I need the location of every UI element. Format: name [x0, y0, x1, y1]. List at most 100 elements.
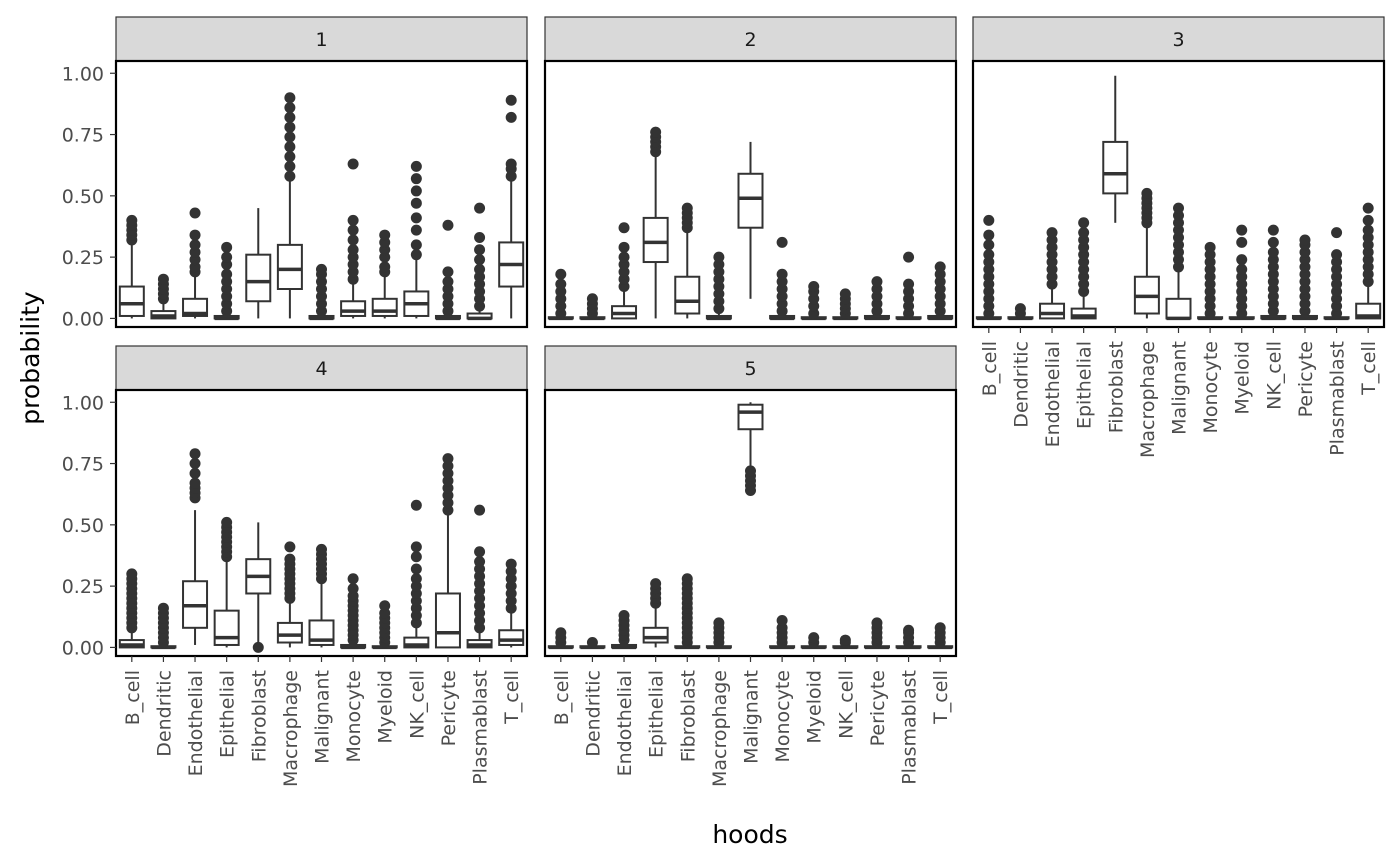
- outlier-point: [252, 641, 264, 653]
- outlier-point: [903, 624, 915, 636]
- box-Plasmablast: [466, 202, 493, 321]
- box-B_cell: [118, 214, 145, 319]
- outlier-point: [745, 465, 756, 477]
- outlier-point: [681, 573, 693, 585]
- box-Myeloid: [371, 600, 398, 650]
- outlier-point: [284, 553, 296, 565]
- outlier-point: [1236, 224, 1248, 236]
- outlier-point: [555, 268, 567, 280]
- facet-strip-label: 1: [315, 29, 327, 51]
- x-tick-label: Myeloid: [1232, 341, 1254, 415]
- outlier-point: [410, 160, 422, 172]
- box-iqr: [1165, 297, 1192, 320]
- outlier-point: [983, 214, 995, 226]
- outlier-point: [410, 197, 422, 209]
- facet-panel-1: 1 0.00 0.25 0.50 0.75 1.00: [62, 16, 529, 330]
- box-T_cell: [927, 261, 954, 321]
- box-Plasmablast: [895, 624, 922, 650]
- outlier-point: [410, 173, 422, 185]
- outlier-point: [410, 541, 422, 553]
- x-tick-label: Plasmablast: [899, 670, 921, 785]
- outlier-point: [983, 239, 995, 251]
- outlier-point: [442, 453, 454, 465]
- box-Monocyte: [340, 573, 367, 650]
- outlier-point: [1236, 236, 1248, 248]
- box-Monocyte: [1197, 241, 1224, 321]
- outlier-point: [934, 622, 946, 634]
- outlier-point: [903, 278, 915, 290]
- x-tick-label: Plasmablast: [1327, 341, 1349, 456]
- x-tick-label: Dendritic: [582, 670, 604, 757]
- x-tick-label: B_cell: [551, 670, 573, 725]
- box-T_cell: [498, 94, 525, 319]
- box-Pericyte: [434, 453, 461, 649]
- outlier-point: [474, 232, 486, 244]
- outlier-point: [410, 563, 422, 575]
- outlier-point: [379, 600, 391, 612]
- box-Plasmablast: [895, 251, 922, 321]
- box-Myeloid: [800, 281, 827, 321]
- y-tick-label: 0.00: [62, 637, 104, 659]
- outlier-point: [474, 504, 486, 516]
- facet-strip-label: 2: [744, 29, 756, 51]
- outlier-point: [1362, 224, 1374, 236]
- box-iqr: [737, 172, 764, 229]
- outlier-point: [284, 541, 296, 553]
- box-Pericyte: [863, 276, 890, 321]
- x-tick-label: Macrophage: [280, 670, 302, 787]
- outlier-point: [586, 637, 598, 649]
- outlier-point: [1236, 254, 1248, 266]
- box-iqr: [434, 592, 461, 649]
- outlier-point: [442, 276, 454, 288]
- facet-strip: [544, 345, 957, 391]
- outlier-point: [410, 212, 422, 224]
- outlier-point: [474, 556, 486, 568]
- x-tick-label: Epithelial: [1074, 341, 1096, 429]
- outlier-point: [347, 234, 359, 246]
- box-iqr: [245, 253, 272, 303]
- outlier-point: [586, 293, 598, 305]
- y-tick-label: 0.25: [62, 576, 104, 598]
- box-Myeloid: [1228, 224, 1255, 321]
- box-Macrophage: [276, 541, 303, 648]
- box-Endothelial: [1039, 227, 1066, 320]
- facet-strip-label: 5: [744, 358, 756, 380]
- outlier-point: [347, 244, 359, 256]
- facet-panel-3: 3 B_cell Dendritic Endothelial Epithelial Fib…: [971, 16, 1386, 458]
- box-iqr: [642, 626, 669, 644]
- outlier-point: [1267, 236, 1279, 248]
- facet-panel-4: 4 0.00 0.25 0.50 0.75 1.00 B_cell Dendritic Endo…: [62, 345, 529, 787]
- box-iqr: [498, 629, 525, 646]
- y-tick-label: 0.75: [62, 454, 104, 476]
- box-Malignant: [737, 402, 764, 497]
- y-tick-label: 1.00: [62, 63, 104, 85]
- box-Plasmablast: [466, 504, 493, 649]
- box-iqr: [276, 243, 303, 291]
- outlier-point: [871, 617, 883, 629]
- outlier-point: [1141, 187, 1153, 199]
- box-Myeloid: [800, 632, 827, 650]
- outlier-point: [505, 94, 517, 106]
- x-tick-label: Monocyte: [772, 670, 794, 763]
- outlier-point: [808, 281, 820, 293]
- outlier-point: [221, 268, 233, 280]
- outlier-point: [284, 160, 296, 172]
- box-Dendritic: [579, 293, 606, 321]
- box-T_cell: [927, 622, 954, 650]
- box-Macrophage: [705, 617, 732, 650]
- x-tick-label: B_cell: [979, 341, 1001, 396]
- box-Malignant: [308, 263, 335, 321]
- box-Malignant: [308, 543, 335, 648]
- box-Dendritic: [1007, 303, 1034, 321]
- outlier-point: [618, 222, 630, 234]
- outlier-point: [157, 273, 169, 285]
- box-B_cell: [547, 268, 574, 321]
- outlier-point: [681, 202, 693, 214]
- outlier-point: [1204, 241, 1216, 253]
- box-Pericyte: [1291, 234, 1318, 321]
- box-Macrophage: [705, 251, 732, 321]
- box-B_cell: [975, 214, 1002, 321]
- outlier-point: [410, 224, 422, 236]
- x-tick-label: NK_cell: [406, 670, 428, 739]
